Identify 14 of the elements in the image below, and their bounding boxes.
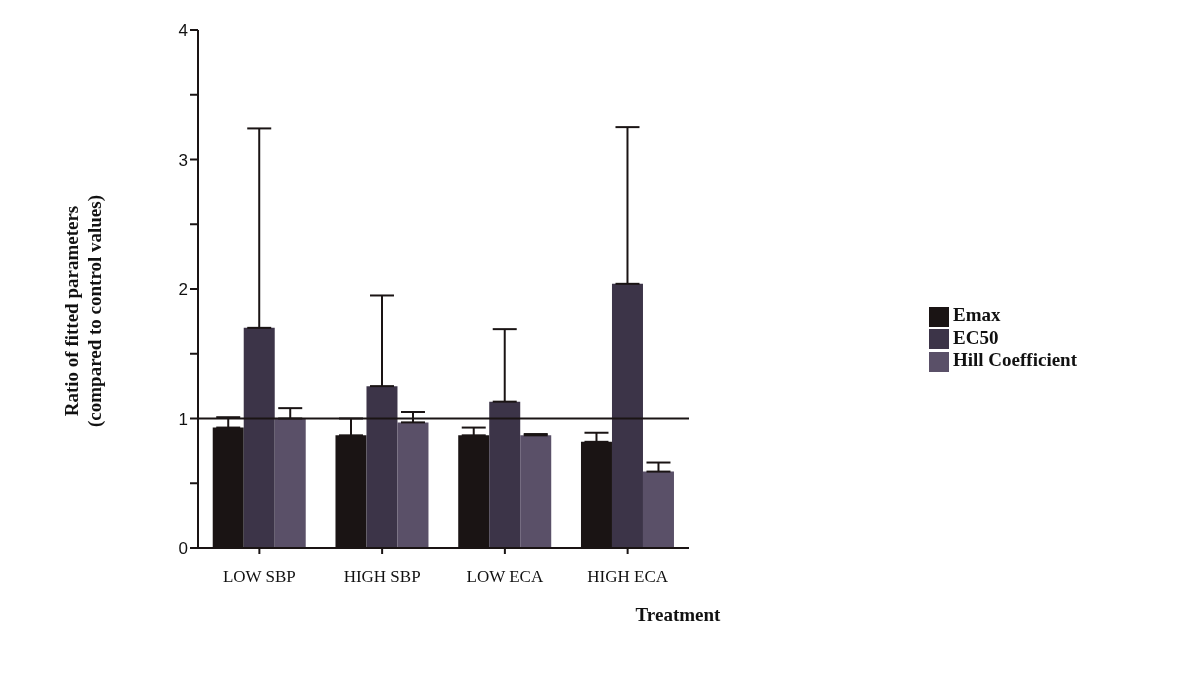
- legend-label: Emax: [953, 304, 1001, 326]
- y-axis-title: Ratio of fitted parameters (compared to control values): [60, 194, 106, 429]
- x-axis-title: Treatment: [634, 604, 722, 626]
- legend-label: EC50: [953, 326, 999, 348]
- y-tick-label: 3: [178, 150, 188, 170]
- y-tick-label: 4: [178, 21, 188, 41]
- x-tick-label: HIGH ECA: [587, 567, 669, 587]
- legend-label: Hill Coefficient: [953, 349, 1077, 371]
- y-tick-label: 1: [178, 409, 188, 429]
- x-tick-label: HIGH SBP: [343, 567, 421, 587]
- y-tick-label: 0: [178, 539, 188, 559]
- y-tick-label: 2: [178, 280, 188, 300]
- x-tick-label: LOW SBP: [222, 567, 296, 587]
- x-tick-label: LOW ECA: [466, 567, 544, 587]
